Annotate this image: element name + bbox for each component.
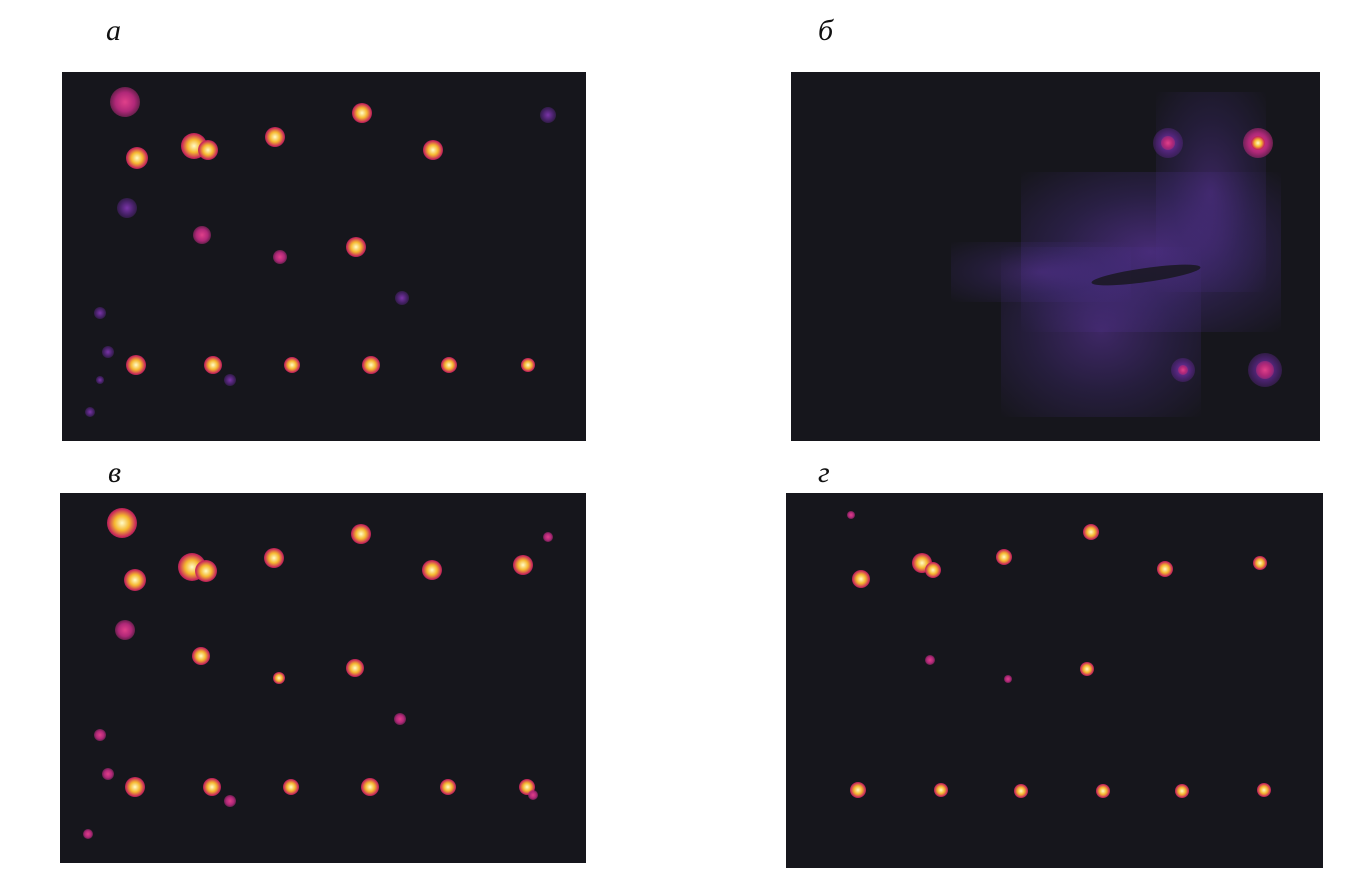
fluorescent-spot [265, 127, 285, 147]
fluorescent-spot [996, 549, 1012, 565]
fluorescent-spot [203, 778, 221, 796]
fluorescent-spot [110, 87, 140, 117]
fluorescent-spot [273, 672, 285, 684]
fluorescent-spot [94, 729, 106, 741]
fluorescent-spot [1175, 784, 1189, 798]
fluorescent-spot [115, 620, 135, 640]
fluorescent-spot [351, 524, 371, 544]
fluorescent-spot [925, 562, 941, 578]
panel-label-b: б [818, 14, 834, 47]
fluorescent-spot [284, 357, 300, 373]
fluorescent-spot [850, 782, 866, 798]
fluorescent-spot [1257, 783, 1271, 797]
fluorescent-spot [1251, 136, 1265, 150]
panel-label-v: в [108, 456, 122, 489]
fluorescent-spot [264, 548, 284, 568]
fluorescent-spot [117, 198, 137, 218]
fluorescent-spot [1004, 675, 1012, 683]
fluorescence-image-a [62, 72, 586, 441]
diffuse-fluorescence [1021, 172, 1281, 332]
fluorescent-spot [107, 508, 137, 538]
fluorescent-spot [125, 777, 145, 797]
fluorescent-spot [440, 779, 456, 795]
fluorescent-spot [102, 346, 114, 358]
fluorescence-image-b [791, 72, 1320, 441]
fluorescent-spot [126, 147, 148, 169]
fluorescent-spot [1161, 136, 1175, 150]
fluorescent-spot [925, 655, 935, 665]
fluorescent-spot [1083, 524, 1099, 540]
fluorescent-spot [198, 140, 218, 160]
diffuse-fluorescence [1156, 92, 1266, 292]
fluorescent-spot [193, 226, 211, 244]
fluorescent-spot [1253, 556, 1267, 570]
fluorescent-spot [362, 356, 380, 374]
fluorescent-spot [102, 768, 114, 780]
fluorescent-spot [1178, 365, 1188, 375]
fluorescent-spot [124, 569, 146, 591]
fluorescent-spot [204, 356, 222, 374]
panel-label-a: а [106, 14, 121, 47]
fluorescent-spot [852, 570, 870, 588]
panel-label-g: г [818, 456, 830, 489]
fluorescent-spot [395, 291, 409, 305]
fluorescent-spot [513, 555, 533, 575]
fluorescent-spot [1096, 784, 1110, 798]
fluorescent-spot [543, 532, 553, 542]
fluorescent-spot [1014, 784, 1028, 798]
fluorescent-spot [346, 237, 366, 257]
fluorescent-spot [1080, 662, 1094, 676]
fluorescent-spot [361, 778, 379, 796]
fluorescent-spot [96, 376, 104, 384]
fluorescent-spot [352, 103, 372, 123]
fluorescent-spot [1157, 561, 1173, 577]
fluorescence-image-g [786, 493, 1323, 868]
fluorescent-spot [126, 355, 146, 375]
fluorescent-spot [192, 647, 210, 665]
fluorescent-spot [441, 357, 457, 373]
fluorescent-spot [528, 790, 538, 800]
fluorescent-spot [273, 250, 287, 264]
fluorescent-spot [423, 140, 443, 160]
fluorescent-spot [1256, 361, 1274, 379]
fluorescent-spot [85, 407, 95, 417]
fluorescent-spot [83, 829, 93, 839]
fluorescent-spot [540, 107, 556, 123]
fluorescent-spot [521, 358, 535, 372]
fluorescent-spot [847, 511, 855, 519]
fluorescent-spot [283, 779, 299, 795]
fluorescent-spot [346, 659, 364, 677]
fluorescent-spot [934, 783, 948, 797]
fluorescent-spot [195, 560, 217, 582]
diffuse-fluorescence [951, 242, 1131, 302]
fluorescence-image-v [60, 493, 586, 863]
fluorescent-spot [94, 307, 106, 319]
fluorescent-spot [224, 795, 236, 807]
fluorescent-spot [422, 560, 442, 580]
fluorescent-spot [224, 374, 236, 386]
fluorescent-spot [394, 713, 406, 725]
